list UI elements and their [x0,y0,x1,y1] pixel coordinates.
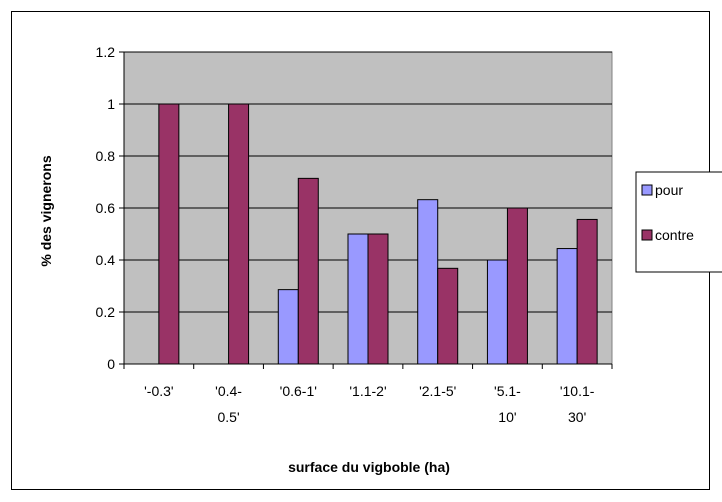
bar-pour [486,259,508,365]
bar-pour [417,199,439,365]
x-tick-label: '5.1- [494,383,521,399]
bar-contre [506,207,528,365]
x-tick-label: 30' [568,409,586,425]
y-tick-label: 1 [107,96,115,112]
x-tick-label: 0.5' [218,409,240,425]
x-tick-label: 10' [498,409,516,425]
legend-label-contre: contre [655,227,694,243]
x-tick-label: '-0.3' [144,383,173,399]
x-tick-label: '0.6-1' [280,383,317,399]
x-tick-label: '2.1-5' [419,383,456,399]
bar-contre [228,103,250,365]
axes: 0 0.2 0.4 0.6 0.8 1 1.2 '-0.3' '0.4- 0.5' '0.6-1' '… [96,44,613,425]
bar-pour [556,248,578,365]
bar-contre [437,267,459,365]
x-tick-label: '0.4- [215,383,242,399]
x-tick-label: '1.1-2' [349,383,386,399]
legend-label-pour: pour [655,182,683,198]
y-tick-label: 0.8 [96,148,116,164]
bar-pour [277,289,299,365]
bar-contre [576,218,598,365]
y-tick-label: 1.2 [96,44,116,60]
y-tick-label: 0.4 [96,252,116,268]
y-tick-label: 0 [107,356,115,372]
bar-contre [367,233,389,365]
y-axis-label: % des vignerons [38,155,54,266]
legend-swatch-pour [641,184,653,196]
bar-contre [297,177,319,365]
bar-pour [347,233,369,365]
legend-swatch-contre [641,229,653,241]
y-tick-label: 0.6 [96,200,116,216]
x-tick-label: '10.1- [560,383,595,399]
bar-contre [158,103,180,365]
bars [158,103,598,365]
y-tick-label: 0.2 [96,304,116,320]
legend: pour contre [635,171,722,273]
x-axis-label: surface du vigboble (ha) [288,459,450,475]
